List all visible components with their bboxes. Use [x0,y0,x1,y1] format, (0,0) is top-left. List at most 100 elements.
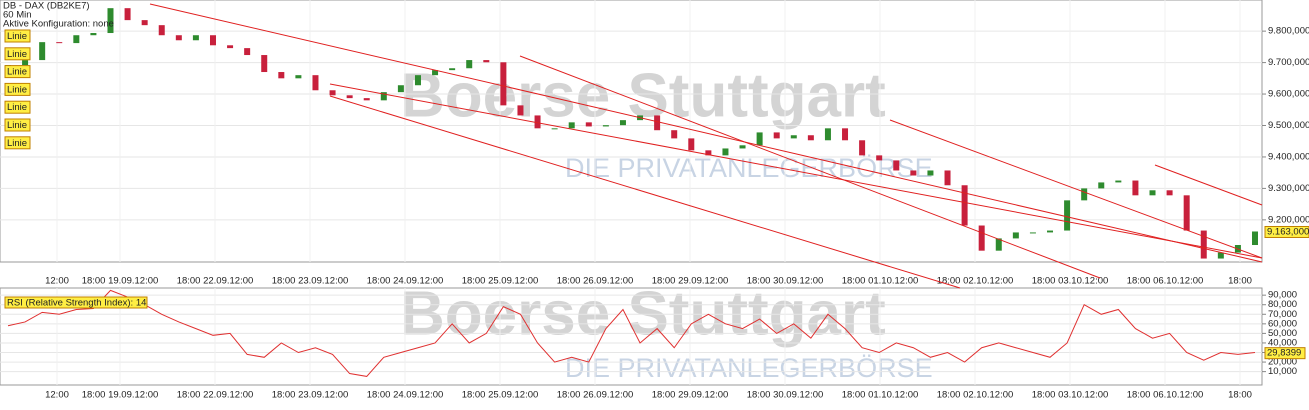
rsi-title-box [4,296,148,309]
interval: 60 Min [3,10,32,21]
trend-line [149,3,1263,263]
candle-body [1047,230,1054,233]
y-tick-label: 10,000 [1268,366,1297,377]
y-tick-label: 20,000 [1268,357,1297,368]
button-label: Linie [7,49,27,60]
candle-body [414,75,421,86]
y-tick-label: 9.500,000 [1268,120,1309,131]
y-tick-label: 9.300,000 [1268,183,1309,194]
y-tick-label: 9.700,000 [1268,57,1309,68]
candle-body [295,75,302,79]
candle-body [995,238,1002,251]
candle-body [842,128,849,141]
candle-body [1183,195,1190,231]
button-label: Linie [7,120,27,131]
trend-line [1154,164,1263,206]
candle-body [1200,230,1207,259]
x-tick-label: 18:00 [1228,390,1252,401]
x-tick-label: 18:00 03.10.12:00 [1032,276,1109,287]
x-tick-label: 18:00 19.09.12:00 [82,276,159,287]
y-tick-label: 60,000 [1268,318,1297,329]
button-box [4,47,31,61]
y-tick-label: 9.200,000 [1268,214,1309,225]
candle-body [1149,190,1156,196]
x-tick-label: 18:00 01.10.12:00 [842,276,919,287]
y-tick-label: 9.800,000 [1268,26,1309,37]
trend-line [329,95,961,289]
x-tick-label: 18:00 22.09.12:00 [177,276,254,287]
price-panel [0,0,1263,263]
last-value-label: 29,8399 [1267,348,1301,359]
x-tick-label: 18:00 25.09.12:00 [462,390,539,401]
x-tick-label: 18:00 30.09.12:00 [747,390,824,401]
candle-body [22,60,29,66]
candle-body [363,98,370,101]
button-box [4,82,31,96]
y-tick-label: 80,000 [1268,299,1297,310]
candle-body [773,132,780,139]
x-tick-label: 18:00 22.09.12:00 [177,390,254,401]
candle-body [1064,200,1071,231]
watermark-tagline: DIE PRIVATANLEGERBÖRSE [565,153,933,183]
candle-body [466,60,473,69]
candle-body [261,55,268,73]
candle-body [244,48,251,56]
candle-body [141,20,148,26]
rsi-title: RSI (Relative Strength Index): 14 [7,298,146,309]
line-tool-button[interactable]: Linie [4,136,31,150]
candle-body [209,35,216,46]
candle-body [312,75,319,91]
line-tool-button[interactable]: Linie [4,118,31,132]
y-tick-label: 40,000 [1268,337,1297,348]
button-label: Linie [7,84,27,95]
x-tick-label: 18:00 23.09.12:00 [272,276,349,287]
candle-body [910,170,917,176]
candle-body [1252,231,1258,246]
button-label: Linie [7,102,27,113]
button-box [4,65,31,79]
candle-body [876,155,883,161]
candle-body [175,35,182,41]
candle-body [688,138,695,151]
y-tick-label: 90,000 [1268,290,1297,301]
candle-body [192,35,199,41]
x-tick-label: 12:00 [45,276,69,287]
x-tick-label: 18:00 29.09.12:00 [652,276,729,287]
candle-body [380,92,387,101]
candle-body [551,128,558,130]
candle-body [534,115,541,129]
candle-body [1132,180,1139,196]
x-tick-label: 18:00 25.09.12:00 [462,276,539,287]
line-tool-button[interactable]: Linie [4,47,31,61]
candle-body [705,150,712,156]
line-tool-button[interactable]: Linie [4,65,31,79]
candle-body [1217,252,1224,259]
candle-body [39,42,46,61]
button-box [4,136,31,150]
y-tick-label: 9.400,000 [1268,151,1309,162]
x-tick-label: 18:00 23.09.12:00 [272,390,349,401]
last-price-label: 9.163,000 [1267,227,1309,238]
y-tick-label: 50,000 [1268,328,1297,339]
x-tick-label: 18:00 26.09.12:00 [557,276,634,287]
candle-body [73,35,80,44]
watermark-tagline: DIE PRIVATANLEGERBÖRSE [565,353,933,383]
x-tick-label: 18:00 24.09.12:00 [367,276,444,287]
line-tool-button[interactable]: Linie [4,82,31,96]
line-tool-button[interactable]: Linie [4,29,31,43]
candle-body [654,115,661,131]
candle-body [432,70,439,76]
watermark: Boerse Stuttgart DIE PRIVATANLEGERBÖRSE … [400,61,933,383]
candle-body [756,132,763,146]
button-box [4,100,31,114]
x-tick-label: 18:00 [1228,276,1252,287]
candle-body [824,128,831,141]
rsi-line [7,289,1256,377]
candle-body [107,8,114,34]
candle-body [1166,190,1173,196]
line-tool-button[interactable]: Linie [4,100,31,114]
trend-line [329,83,1263,259]
x-tick-label: 18:00 06.10.12:00 [1127,390,1204,401]
